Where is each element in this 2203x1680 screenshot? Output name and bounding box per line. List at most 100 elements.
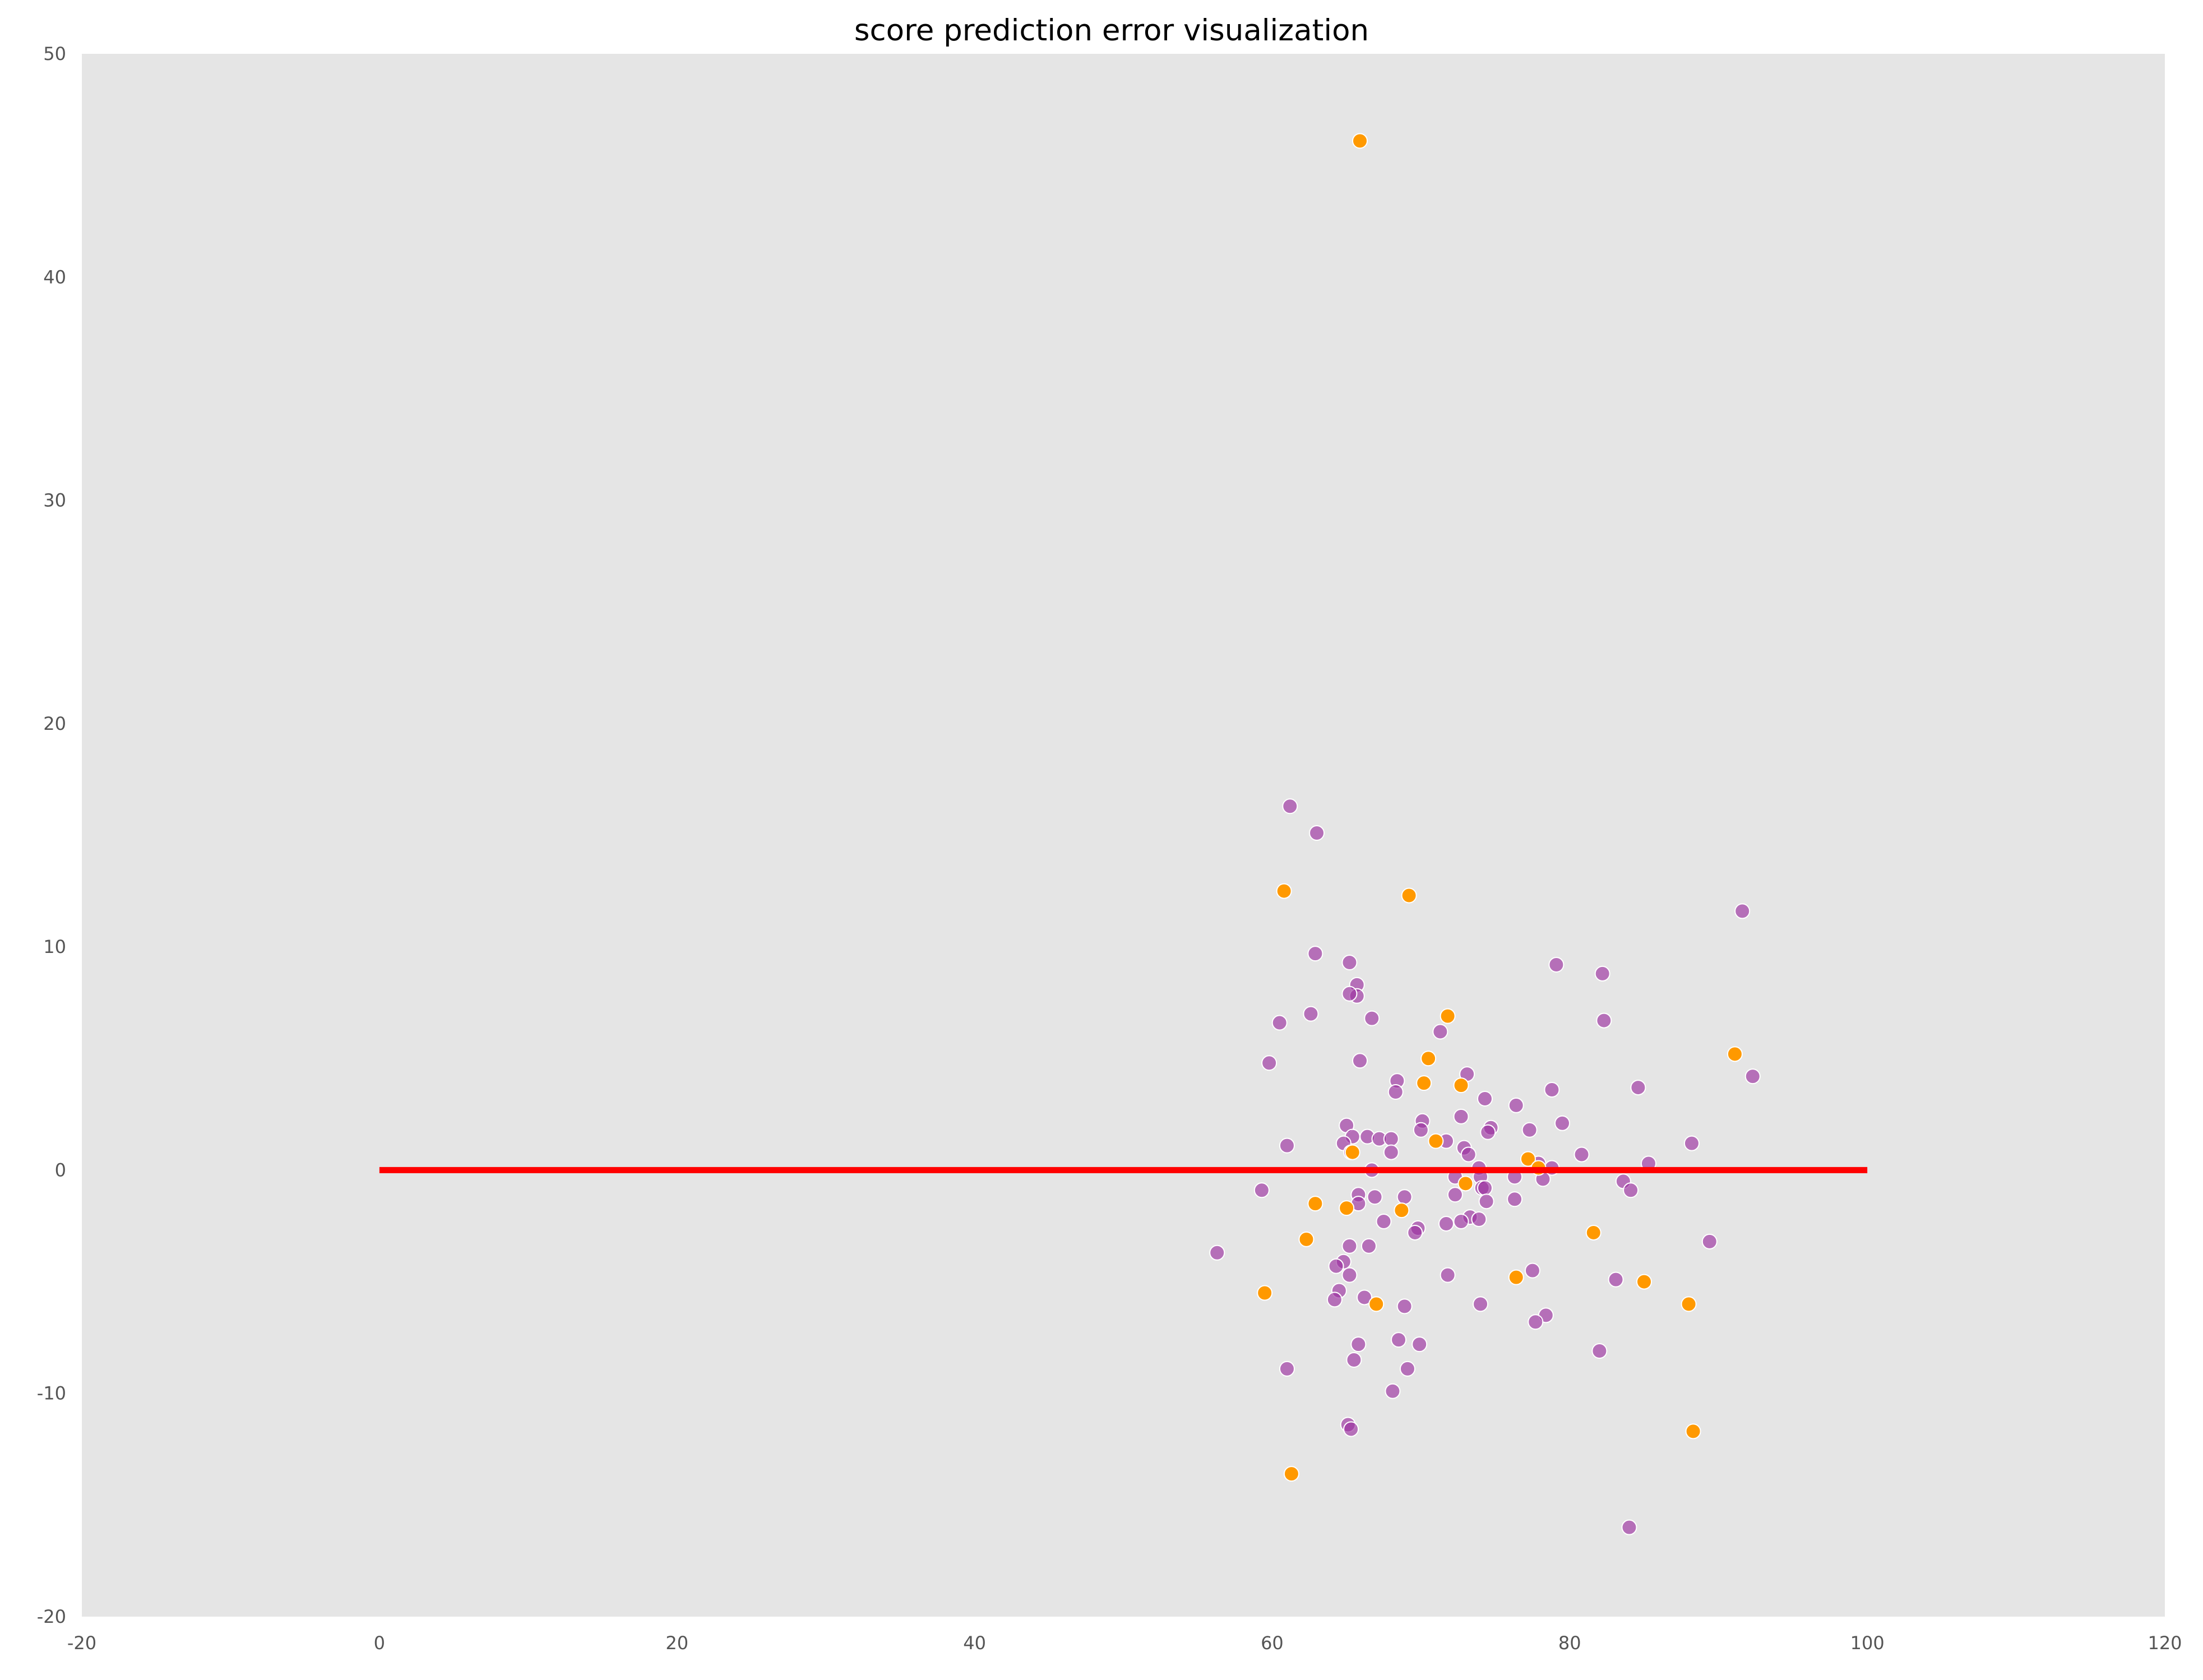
data-point-orange: [1416, 1075, 1432, 1091]
data-point-purple: [1432, 1024, 1448, 1040]
data-point-purple: [1471, 1211, 1487, 1228]
data-point-orange: [1394, 1202, 1410, 1219]
data-point-purple: [1399, 1360, 1415, 1377]
data-point-purple: [1453, 1108, 1469, 1124]
data-point-orange: [1457, 1175, 1474, 1192]
data-point-purple: [1376, 1214, 1392, 1230]
x-tick-label: 120: [2148, 1632, 2182, 1654]
data-point-orange: [1368, 1296, 1385, 1312]
data-point-purple: [1447, 1187, 1463, 1203]
data-point-purple: [1573, 1146, 1590, 1163]
data-point-orange: [1508, 1269, 1524, 1285]
data-point-purple: [1591, 1343, 1608, 1359]
data-point-purple: [1460, 1146, 1477, 1163]
y-tick-label: 0: [55, 1159, 66, 1181]
data-point-purple: [1360, 1238, 1377, 1254]
data-point-purple: [1326, 1292, 1343, 1308]
data-point-orange: [1276, 883, 1292, 899]
data-point-purple: [1271, 1015, 1288, 1031]
data-point-purple: [1309, 825, 1325, 841]
data-point-purple: [1594, 965, 1610, 982]
data-point-purple: [1544, 1082, 1560, 1098]
data-point-purple: [1341, 1238, 1358, 1254]
data-point-purple: [1261, 1055, 1278, 1071]
data-point-purple: [1734, 903, 1751, 919]
data-point-purple: [1744, 1068, 1761, 1085]
data-point-purple: [1383, 1144, 1399, 1160]
data-point-orange: [1585, 1224, 1602, 1241]
data-point-purple: [1413, 1122, 1429, 1138]
y-tick-label: 10: [43, 936, 66, 957]
data-point-purple: [1383, 1131, 1399, 1147]
data-point-orange: [1453, 1077, 1469, 1094]
x-tick-label: 80: [1558, 1632, 1581, 1654]
data-point-orange: [1352, 133, 1368, 149]
data-point-purple: [1554, 1115, 1571, 1131]
data-point-orange: [1681, 1296, 1697, 1312]
data-point-orange: [1344, 1144, 1360, 1160]
data-point-purple: [1477, 1180, 1493, 1196]
data-point-purple: [1438, 1216, 1454, 1232]
data-point-purple: [1508, 1097, 1524, 1113]
data-point-purple: [1385, 1383, 1401, 1399]
data-point-purple: [1596, 1012, 1612, 1029]
data-point-orange: [1727, 1046, 1743, 1062]
data-point-purple: [1524, 1262, 1540, 1279]
data-point-purple: [1701, 1233, 1718, 1249]
y-axis-tick-labels: -20 -10 0 10 20 30 40 50: [37, 43, 66, 1627]
data-point-purple: [1387, 1084, 1404, 1100]
data-point-purple: [1621, 1519, 1637, 1535]
data-point-orange: [1339, 1200, 1355, 1216]
x-axis-tick-labels: -20 0 20 40 60 80 100 120: [67, 1632, 2182, 1654]
data-point-purple: [1282, 798, 1298, 814]
data-point-orange: [1401, 887, 1417, 904]
data-point-purple: [1356, 1289, 1372, 1306]
x-tick-label: 20: [665, 1632, 688, 1654]
data-point-purple: [1507, 1191, 1523, 1207]
data-point-orange: [1283, 1466, 1299, 1482]
data-point-purple: [1473, 1296, 1489, 1312]
x-tick-label: 0: [374, 1632, 385, 1654]
data-point-purple: [1303, 1006, 1319, 1022]
data-point-orange: [1428, 1133, 1444, 1149]
data-point-purple: [1279, 1137, 1295, 1154]
data-point-orange: [1257, 1285, 1273, 1301]
y-tick-label: -20: [37, 1606, 66, 1627]
y-tick-label: 20: [43, 713, 66, 734]
data-point-purple: [1341, 985, 1358, 1002]
data-point-purple: [1391, 1332, 1407, 1348]
plot-area: [82, 54, 2165, 1617]
data-point-purple: [1480, 1124, 1496, 1140]
data-point-orange: [1520, 1151, 1536, 1167]
data-point-purple: [1396, 1298, 1413, 1315]
data-point-purple: [1528, 1314, 1544, 1330]
data-point-purple: [1521, 1122, 1538, 1138]
data-point-purple: [1396, 1189, 1413, 1205]
data-point-orange: [1298, 1231, 1315, 1247]
data-point-purple: [1407, 1224, 1423, 1241]
x-tick-label: 60: [1261, 1632, 1284, 1654]
data-point-purple: [1367, 1189, 1383, 1205]
x-tick-label: 40: [963, 1632, 986, 1654]
data-point-purple: [1453, 1214, 1469, 1230]
data-point-purple: [1478, 1193, 1494, 1210]
data-point-purple: [1683, 1135, 1700, 1151]
data-point-orange: [1440, 1008, 1456, 1024]
data-point-orange: [1420, 1050, 1437, 1067]
data-point-purple: [1279, 1360, 1295, 1377]
data-point-purple: [1352, 1053, 1368, 1069]
data-point-purple: [1623, 1182, 1639, 1198]
data-point-purple: [1343, 1421, 1359, 1437]
x-tick-label: 100: [1850, 1632, 1885, 1654]
data-point-purple: [1608, 1271, 1624, 1288]
y-tick-label: -10: [37, 1383, 66, 1404]
data-point-purple: [1411, 1336, 1428, 1353]
data-point-orange: [1307, 1196, 1323, 1212]
data-point-orange: [1636, 1274, 1652, 1290]
data-point-purple: [1307, 946, 1323, 962]
data-point-purple: [1350, 1336, 1367, 1353]
data-point-purple: [1346, 1352, 1362, 1368]
y-tick-label: 40: [43, 266, 66, 288]
